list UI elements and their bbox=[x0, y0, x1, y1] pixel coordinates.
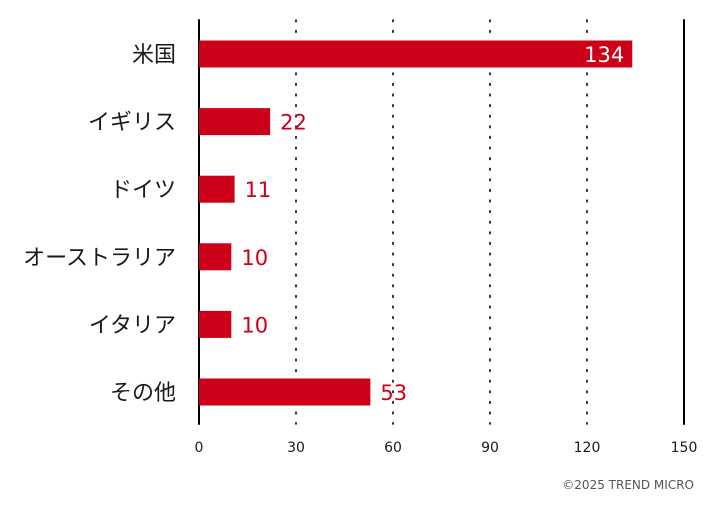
category-label: ドイツ bbox=[110, 178, 176, 203]
bar bbox=[199, 175, 235, 203]
category-label: イタリア bbox=[89, 313, 176, 338]
category-label: 米国 bbox=[132, 43, 176, 68]
bar bbox=[199, 108, 271, 136]
x-tick-label: 60 bbox=[384, 440, 402, 456]
x-tick-label: 90 bbox=[481, 440, 499, 456]
category-label: オーストラリア bbox=[23, 246, 176, 271]
value-label: 11 bbox=[245, 178, 272, 202]
bar bbox=[199, 243, 232, 271]
x-tick-labels: 0 30 60 90 120 150 bbox=[195, 440, 698, 456]
value-label: 22 bbox=[280, 111, 307, 135]
category-label: イギリス bbox=[88, 111, 176, 136]
bar bbox=[199, 40, 633, 68]
bar bbox=[199, 378, 371, 406]
x-tick-label: 150 bbox=[671, 440, 698, 456]
bar bbox=[199, 310, 232, 338]
value-label: 134 bbox=[584, 43, 624, 67]
x-tick-label: 30 bbox=[287, 440, 305, 456]
value-label: 10 bbox=[241, 246, 268, 270]
value-label: 10 bbox=[241, 313, 268, 337]
copyright-text: ©2025 TREND MICRO bbox=[562, 478, 694, 492]
grid-lines bbox=[198, 19, 685, 425]
category-label: その他 bbox=[110, 381, 176, 406]
x-tick-label: 120 bbox=[574, 440, 601, 456]
x-tick-label: 0 bbox=[195, 440, 204, 456]
bars bbox=[199, 40, 633, 406]
value-labels: 134 22 11 10 10 53 bbox=[241, 43, 624, 405]
value-label: 53 bbox=[380, 381, 407, 405]
